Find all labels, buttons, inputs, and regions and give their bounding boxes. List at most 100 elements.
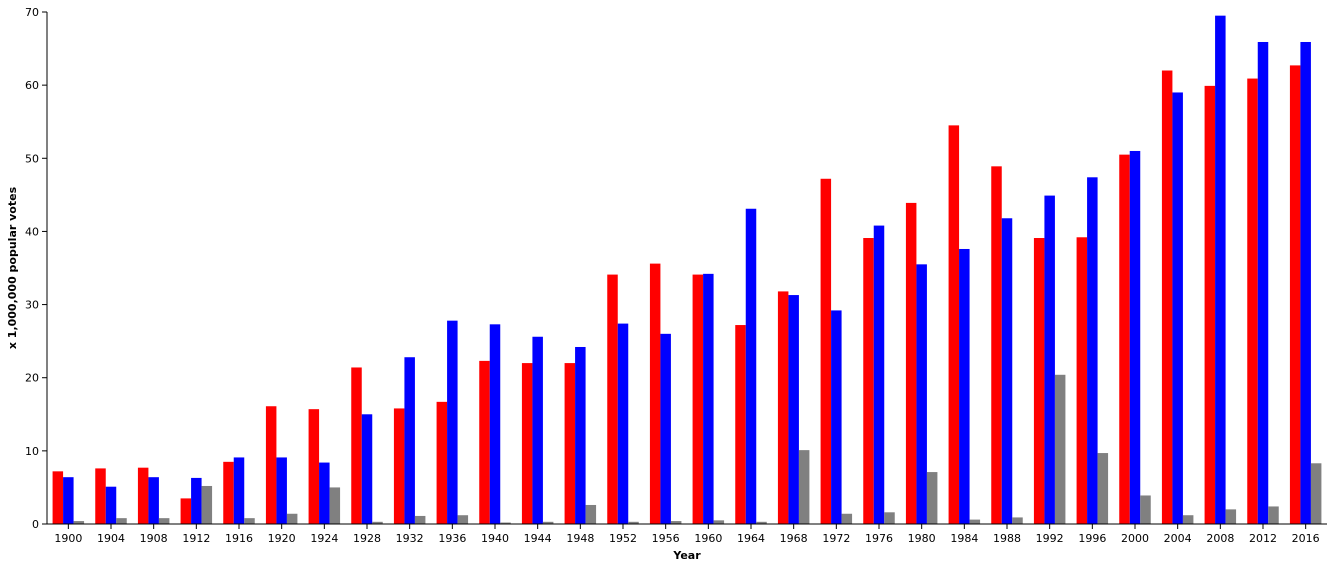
bar-1904-series-1 [95,468,106,524]
bar-1964-series-1 [735,325,746,524]
bar-1972-series-1 [820,178,832,524]
x-tick-label: 1904 [97,532,125,545]
y-tick-label: 60 [25,79,39,92]
bar-1920-series-2 [276,457,287,524]
x-tick-label: 1980 [908,532,936,545]
bar-1928-series-3 [372,521,383,524]
x-tick-label: 1924 [310,532,338,545]
x-tick-label: 1932 [396,532,424,545]
x-tick-label: 1976 [865,532,893,545]
bar-2008-series-1 [1204,85,1216,525]
bar-2004-series-1 [1161,70,1173,524]
y-tick-label: 50 [25,152,39,165]
bar-1988-series-3 [1012,517,1023,524]
bar-1944-series-1 [521,363,533,524]
bar-1908-series-2 [148,477,159,524]
x-tick-label: 1940 [481,532,509,545]
bar-1924-series-1 [308,409,320,524]
bar-1988-series-2 [1001,218,1013,524]
x-tick-label: 1928 [353,532,381,545]
bar-2016-series-2 [1300,41,1311,525]
bar-2012-series-1 [1247,78,1258,524]
bar-1956-series-3 [670,521,682,524]
bar-1916-series-1 [223,461,234,524]
bar-1972-series-3 [841,513,853,524]
bar-1932-series-1 [393,408,405,524]
y-tick-label: 20 [25,372,39,385]
bar-1940-series-3 [500,522,511,524]
y-tick-label: 0 [32,518,39,531]
bar-1952-series-3 [628,521,639,524]
bar-1972-series-2 [831,310,842,524]
x-tick-label: 1912 [182,532,210,545]
bar-2016-series-3 [1310,463,1322,524]
bar-1920-series-3 [286,513,298,524]
bar-1976-series-2 [873,225,885,524]
x-tick-label: 2000 [1121,532,1149,545]
bar-1936-series-2 [447,320,458,524]
bar-2000-series-3 [1140,495,1151,524]
bar-1980-series-1 [905,202,917,524]
bar-1976-series-3 [884,512,895,524]
bar-1908-series-1 [137,467,149,524]
bar-1928-series-2 [361,414,373,524]
bar-2004-series-3 [1182,515,1194,524]
x-tick-label: 2004 [1164,532,1192,545]
x-tick-label: 1984 [950,532,978,545]
bar-1964-series-3 [756,521,767,524]
bar-1980-series-2 [916,264,927,524]
bar-1944-series-2 [532,336,543,524]
bar-1948-series-3 [585,504,597,524]
bar-1928-series-1 [351,367,362,524]
bar-1984-series-1 [948,125,960,525]
bar-1992-series-3 [1054,374,1066,524]
bar-1936-series-1 [436,401,448,524]
bar-1952-series-2 [617,323,629,524]
y-tick-label: 70 [25,6,39,19]
bar-1900-series-1 [52,471,64,524]
bar-1912-series-1 [180,498,192,524]
bar-1940-series-1 [479,360,490,524]
bar-1932-series-3 [414,515,426,524]
x-tick-label: 1992 [1036,532,1064,545]
bar-1960-series-1 [692,274,704,524]
bar-1908-series-3 [158,518,170,524]
bar-1932-series-2 [404,357,415,524]
bar-2012-series-3 [1268,506,1279,524]
x-tick-label: 1964 [737,532,765,545]
bar-1904-series-2 [105,486,117,524]
x-tick-label: 1948 [566,532,594,545]
bar-1948-series-2 [575,346,586,524]
x-tick-label: 1952 [609,532,637,545]
bar-1956-series-2 [660,333,671,524]
bar-1912-series-2 [191,477,202,524]
y-tick-label: 40 [25,225,39,238]
x-tick-label: 1956 [652,532,680,545]
x-axis-title: Year [672,549,701,562]
y-axis-title: x 1,000,000 popular votes [6,186,19,349]
bar-1980-series-3 [926,472,938,524]
bar-1968-series-2 [788,295,799,524]
x-tick-label: 1968 [780,532,808,545]
bar-1936-series-3 [457,515,469,524]
bar-1960-series-3 [713,520,725,524]
x-tick-label: 1916 [225,532,253,545]
bar-1956-series-1 [649,263,661,524]
bar-2000-series-2 [1129,150,1141,524]
x-axis-ticks: 1900 1904 1908 1912 1916 1920 1924 1928 1932 1936… [54,524,1320,545]
x-tick-label: 1988 [993,532,1021,545]
bar-1988-series-1 [991,166,1002,524]
x-tick-label: 1944 [524,532,552,545]
y-tick-label: 10 [25,445,39,458]
bar-1968-series-3 [798,450,810,524]
bar-1984-series-2 [959,248,970,525]
x-tick-label: 2012 [1249,532,1277,545]
x-tick-label: 1900 [54,532,82,545]
bar-1996-series-1 [1076,237,1088,524]
bar-2012-series-2 [1257,41,1269,525]
x-tick-label: 1936 [438,532,466,545]
bar-1912-series-3 [201,485,213,524]
bar-1996-series-2 [1087,177,1098,525]
bar-1904-series-3 [116,518,127,524]
bar-2000-series-1 [1119,154,1130,524]
